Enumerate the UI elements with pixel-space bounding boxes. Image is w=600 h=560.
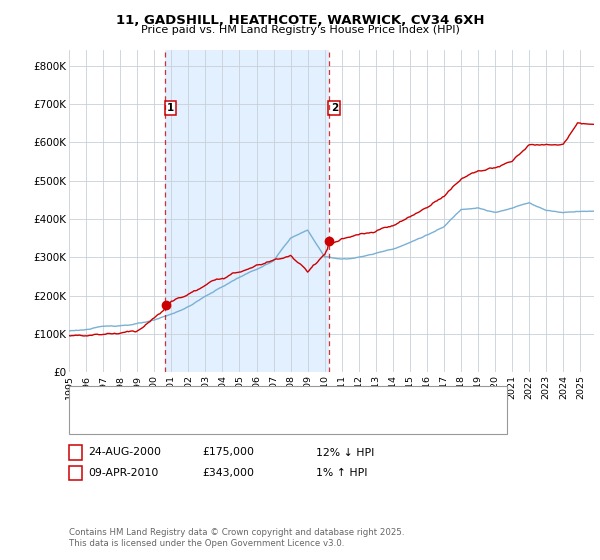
Text: 1% ↑ HPI: 1% ↑ HPI	[316, 468, 368, 478]
Text: 12% ↓ HPI: 12% ↓ HPI	[316, 447, 374, 458]
Text: 2: 2	[331, 103, 338, 113]
Text: £343,000: £343,000	[202, 468, 254, 478]
Text: 11, GADSHILL, HEATHCOTE, WARWICK, CV34 6XH (detached house): 11, GADSHILL, HEATHCOTE, WARWICK, CV34 6…	[106, 395, 444, 405]
Bar	[166, 50, 329, 372]
Text: HPI: Average price, detached house, Warwick: HPI: Average price, detached house, Warw…	[106, 416, 332, 426]
Text: 1: 1	[72, 447, 79, 458]
Text: 09-APR-2010: 09-APR-2010	[88, 468, 158, 478]
Text: 2: 2	[72, 468, 79, 478]
Text: 1: 1	[167, 103, 174, 113]
Text: 24-AUG-2000: 24-AUG-2000	[88, 447, 161, 458]
Text: £175,000: £175,000	[202, 447, 254, 458]
Text: Price paid vs. HM Land Registry's House Price Index (HPI): Price paid vs. HM Land Registry's House …	[140, 25, 460, 35]
Text: Contains HM Land Registry data © Crown copyright and database right 2025.
This d: Contains HM Land Registry data © Crown c…	[69, 528, 404, 548]
Text: 11, GADSHILL, HEATHCOTE, WARWICK, CV34 6XH: 11, GADSHILL, HEATHCOTE, WARWICK, CV34 6…	[116, 14, 484, 27]
